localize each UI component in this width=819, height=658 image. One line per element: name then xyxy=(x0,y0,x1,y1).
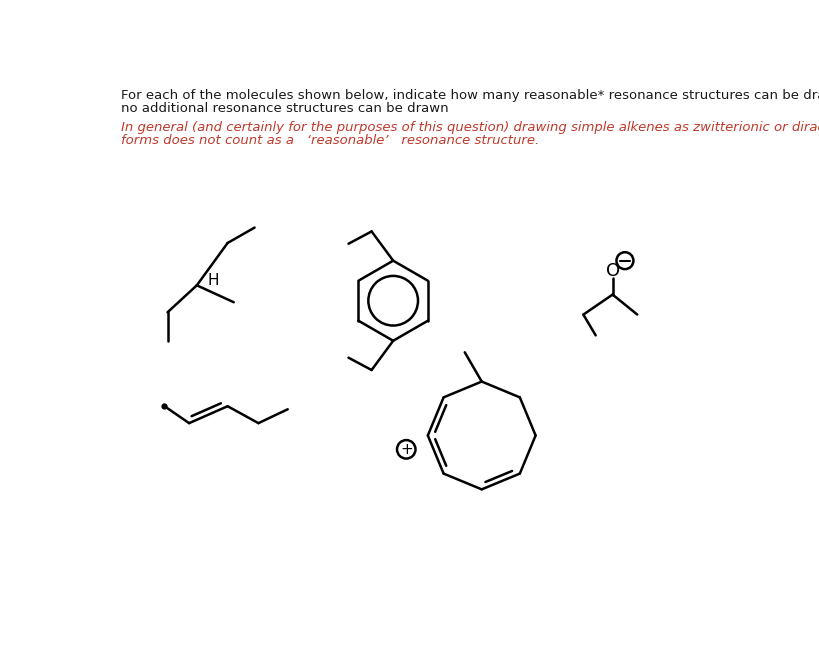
Text: O: O xyxy=(605,263,620,280)
Text: +: + xyxy=(400,442,413,457)
Text: no additional resonance structures can be drawn: no additional resonance structures can b… xyxy=(121,102,449,115)
Text: In general (and certainly for the purposes of this question) drawing simple alke: In general (and certainly for the purpos… xyxy=(121,120,819,134)
Text: forms does not count as a   ‘reasonable’   resonance structure.: forms does not count as a ‘reasonable’ r… xyxy=(121,134,540,147)
Text: For each of the molecules shown below, indicate how many reasonable* resonance s: For each of the molecules shown below, i… xyxy=(121,89,819,102)
Text: H: H xyxy=(207,273,219,288)
